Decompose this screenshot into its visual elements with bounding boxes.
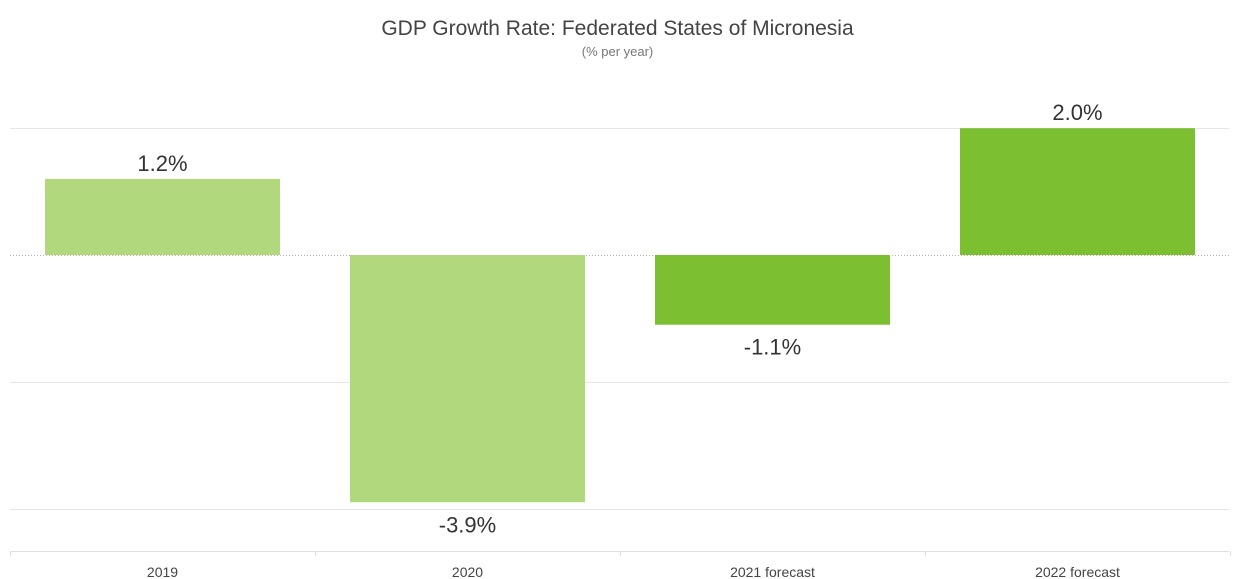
chart-title: GDP Growth Rate: Federated States of Mic…	[381, 17, 854, 40]
bar-2019	[45, 178, 280, 255]
bar-2020	[350, 255, 585, 503]
x-tick-label: 2019	[147, 564, 178, 579]
bar-2021-forecast	[655, 255, 890, 325]
x-axis: 2019 2020 2021 forecast 2022 forecast	[10, 551, 1231, 579]
data-label: -1.1%	[744, 335, 801, 360]
x-tick-label: 2020	[452, 564, 483, 579]
x-tick-label: 2021 forecast	[730, 564, 815, 579]
data-label: -3.9%	[439, 512, 496, 537]
data-label: 2.0%	[1052, 100, 1102, 125]
data-labels: 1.2% -3.9% -1.1% 2.0%	[137, 100, 1102, 537]
chart-subtitle: (% per year)	[581, 44, 654, 59]
bar-2022-forecast	[960, 128, 1195, 255]
bars	[45, 128, 1195, 503]
x-tick-label: 2022 forecast	[1035, 564, 1120, 579]
data-label: 1.2%	[137, 151, 187, 176]
